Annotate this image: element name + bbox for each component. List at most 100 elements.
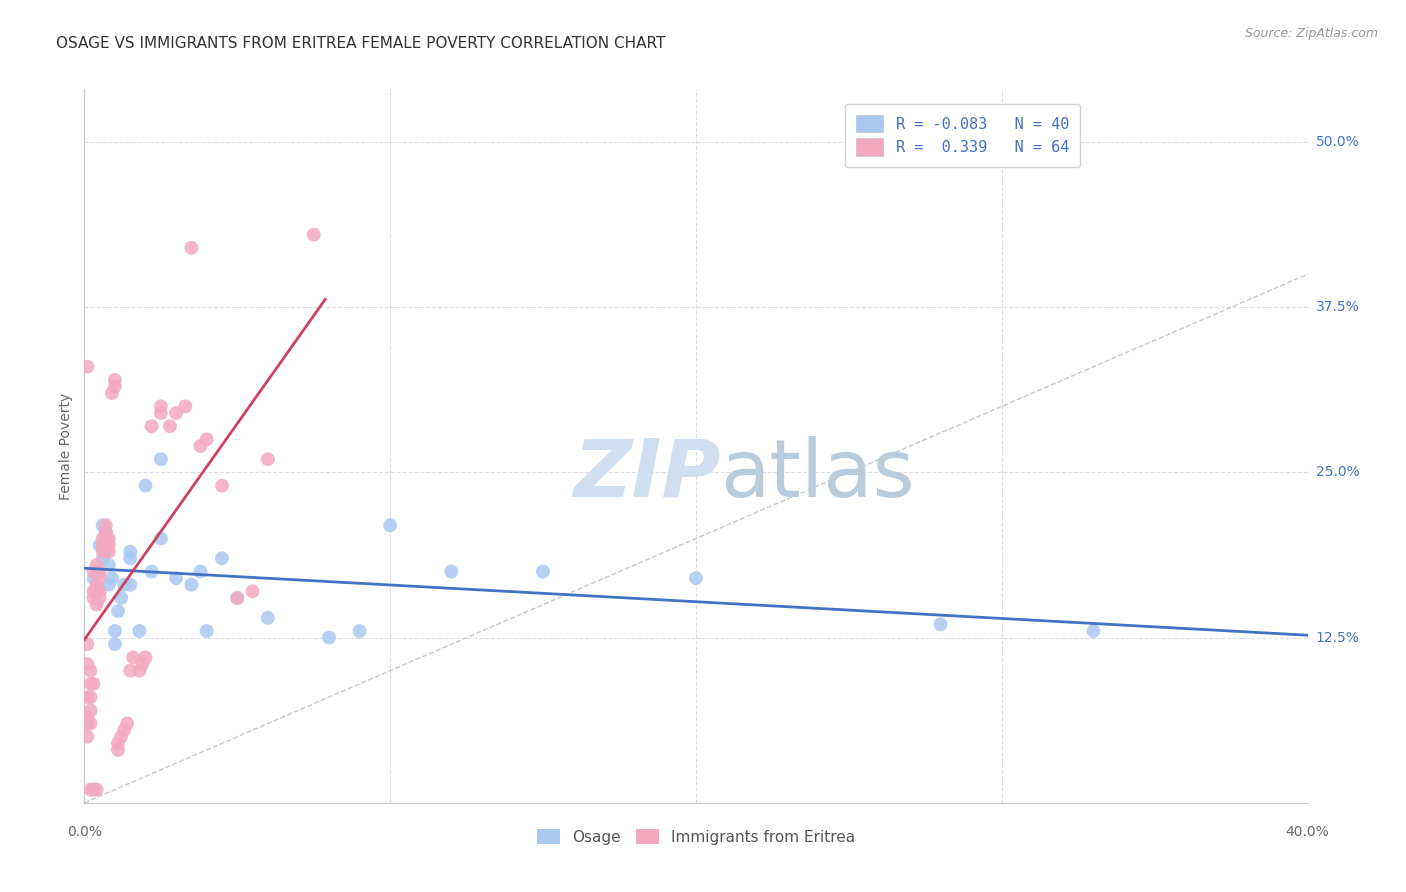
Point (76, 657, 98, 671)
Point (79, 664, 101, 678)
Point (97, 578, 120, 592)
Text: 25.0%: 25.0% (1316, 466, 1360, 479)
Point (120, 551, 142, 566)
Point (76, 710, 98, 724)
Point (440, 565, 463, 579)
Text: 12.5%: 12.5% (1316, 631, 1360, 645)
Point (128, 624, 150, 638)
Point (89, 584, 111, 599)
Point (89, 538, 111, 552)
Point (120, 545, 142, 559)
Text: ZIP: ZIP (574, 435, 720, 514)
Point (94, 518, 117, 533)
Point (112, 723, 135, 738)
Text: 40.0%: 40.0% (1285, 825, 1330, 839)
Point (91, 545, 114, 559)
Point (180, 578, 202, 592)
Text: atlas: atlas (720, 435, 915, 514)
Point (94, 532, 117, 546)
Point (104, 624, 127, 638)
Point (685, 571, 707, 585)
Text: OSAGE VS IMMIGRANTS FROM ERITREA FEMALE POVERTY CORRELATION CHART: OSAGE VS IMMIGRANTS FROM ERITREA FEMALE … (56, 36, 665, 51)
Point (94, 538, 117, 552)
Point (83, 565, 105, 579)
Point (91, 518, 114, 533)
Point (89, 571, 111, 585)
Point (1083, 624, 1105, 638)
Text: 50.0%: 50.0% (1316, 135, 1360, 149)
Point (97, 545, 120, 559)
Point (76, 716, 98, 731)
Point (107, 736, 129, 750)
Point (79, 703, 101, 717)
Text: 0.0%: 0.0% (67, 825, 101, 839)
Point (86, 565, 108, 579)
Point (91, 538, 114, 552)
Point (131, 657, 153, 671)
Point (76, 637, 98, 651)
Point (91, 551, 114, 566)
Point (101, 386, 124, 401)
Point (195, 433, 218, 447)
Point (86, 584, 108, 599)
Point (101, 571, 124, 585)
Point (211, 478, 233, 492)
Text: 37.5%: 37.5% (1316, 301, 1360, 314)
Point (257, 611, 280, 625)
Point (120, 664, 142, 678)
Point (79, 677, 101, 691)
Point (86, 558, 108, 572)
Point (91, 538, 114, 552)
Point (107, 604, 129, 618)
Y-axis label: Female Poverty: Female Poverty (59, 392, 73, 500)
Point (86, 584, 108, 599)
Point (86, 782, 108, 797)
Point (135, 478, 157, 492)
Point (149, 532, 172, 546)
Point (257, 452, 280, 467)
Point (195, 624, 218, 638)
Point (91, 532, 114, 546)
Point (174, 400, 197, 414)
Point (110, 591, 132, 605)
Point (135, 650, 157, 665)
Point (318, 631, 340, 645)
Point (115, 716, 138, 731)
Point (159, 419, 181, 434)
Point (97, 532, 120, 546)
Point (929, 617, 952, 632)
Point (79, 716, 101, 731)
Point (97, 558, 120, 572)
Point (79, 782, 101, 797)
Point (86, 578, 108, 592)
Point (89, 591, 111, 605)
Point (104, 373, 127, 387)
Point (380, 518, 402, 533)
Point (302, 227, 325, 242)
Point (89, 565, 111, 579)
Point (83, 571, 105, 585)
Point (110, 730, 132, 744)
Point (190, 439, 212, 453)
Legend: Osage, Immigrants from Eritrea: Osage, Immigrants from Eritrea (529, 821, 863, 852)
Point (149, 400, 172, 414)
Point (165, 571, 187, 585)
Text: Source: ZipAtlas.com: Source: ZipAtlas.com (1244, 27, 1378, 40)
Point (226, 591, 249, 605)
Point (107, 743, 129, 757)
Point (122, 650, 145, 665)
Point (165, 406, 187, 420)
Point (242, 584, 264, 599)
Point (94, 524, 117, 539)
Point (226, 591, 249, 605)
Point (97, 538, 120, 552)
Point (141, 419, 163, 434)
Point (76, 690, 98, 704)
Point (112, 578, 135, 592)
Point (104, 379, 127, 393)
Point (141, 565, 163, 579)
Point (149, 406, 172, 420)
Point (120, 578, 142, 592)
Point (190, 565, 212, 579)
Point (83, 584, 105, 599)
